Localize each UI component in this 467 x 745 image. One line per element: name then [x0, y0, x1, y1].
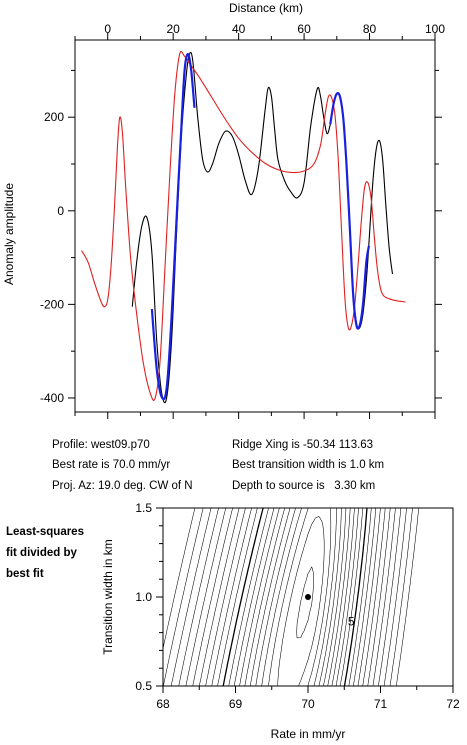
width-tick-label: 0.5	[135, 679, 152, 693]
contour-line	[239, 508, 355, 686]
x-tick-label: 80	[363, 22, 377, 36]
y-axis-label-width: Transition width in km	[101, 539, 115, 655]
contour-line	[296, 566, 314, 639]
contour-line	[222, 508, 368, 686]
x-tick-label: 40	[232, 22, 246, 36]
info-depth: Depth to source is 3.30 km	[232, 480, 375, 492]
fit-window-line	[150, 52, 196, 401]
contour-line	[228, 508, 363, 686]
best-fit-point	[305, 594, 311, 600]
info-proj-az: Proj. Az: 19.0 deg. CW of N	[52, 480, 193, 492]
contour-line	[249, 508, 347, 686]
x-tick-label: 0	[104, 22, 111, 36]
model-profile-line	[81, 50, 406, 401]
contour-line	[178, 508, 402, 686]
width-tick-label: 1.0	[135, 590, 152, 604]
y-tick-label: 0	[57, 204, 64, 218]
contour-line	[170, 508, 407, 686]
contour-line	[233, 508, 359, 686]
contour-ticks: 68 69 70 71 72 0.5 1.0 1.5	[135, 501, 460, 711]
rate-tick-label: 71	[374, 697, 388, 711]
y-tick-label: 200	[44, 110, 64, 124]
profile-chart: 0 20 40 60 80 100 -400 -200 0 200 Distance (km) A…	[2, 1, 445, 419]
contour-line	[211, 508, 377, 686]
y-axis-label-anomaly: Anomaly amplitude	[2, 183, 16, 285]
x-tick-label: 60	[297, 22, 311, 36]
profile-ticks: 0 20 40 60 80 100 -400 -200 0 200	[40, 22, 445, 419]
contour-line	[205, 508, 381, 686]
info-best-width: Best transition width is 1.0 km	[232, 459, 384, 471]
info-ridge-xing: Ridge Xing is -50.34 113.63	[232, 439, 373, 451]
observed-profile-line	[131, 51, 394, 404]
info-best-rate: Best rate is 70.0 mm/yr	[52, 459, 170, 471]
side-label-line-3: best fit	[6, 568, 44, 580]
contour-line	[268, 508, 332, 686]
profile-series	[81, 50, 406, 404]
contour-line	[199, 508, 386, 686]
x-axis-label-rate: Rate in mm/yr	[271, 727, 346, 741]
contour-line	[277, 516, 325, 686]
x-tick-label: 20	[167, 22, 181, 36]
side-label: Least-squares fit divided by best fit	[6, 526, 84, 580]
y-tick-label: -400	[40, 391, 64, 405]
contour-line	[185, 508, 396, 686]
side-label-line-2: fit divided by	[6, 547, 78, 559]
info-block: Profile: west09.p70 Best rate is 70.0 mm…	[52, 439, 384, 492]
info-profile: Profile: west09.p70	[52, 439, 150, 451]
contour-line	[261, 508, 337, 686]
x-tick-label: 100	[425, 22, 445, 36]
contour-line	[255, 508, 342, 686]
rate-tick-label: 70	[301, 697, 315, 711]
fit-window-line	[329, 92, 370, 330]
contour-lines	[163, 508, 420, 686]
rate-tick-label: 69	[229, 697, 243, 711]
contour-line	[192, 508, 391, 686]
rate-tick-label: 72	[446, 697, 460, 711]
x-axis-label-distance: Distance (km)	[229, 1, 303, 15]
contour-label: 5	[348, 614, 355, 628]
rate-tick-label: 68	[156, 697, 170, 711]
y-tick-label: -200	[40, 297, 64, 311]
width-tick-label: 1.5	[135, 501, 152, 515]
contour-chart: 68 69 70 71 72 0.5 1.0 1.5 5 Rate in mm/yr Tran…	[101, 501, 460, 741]
profile-plot-frame	[74, 39, 436, 413]
side-label-line-1: Least-squares	[6, 526, 84, 538]
contour-line	[244, 508, 351, 686]
contour-line	[217, 508, 372, 686]
contour-line	[163, 508, 413, 686]
